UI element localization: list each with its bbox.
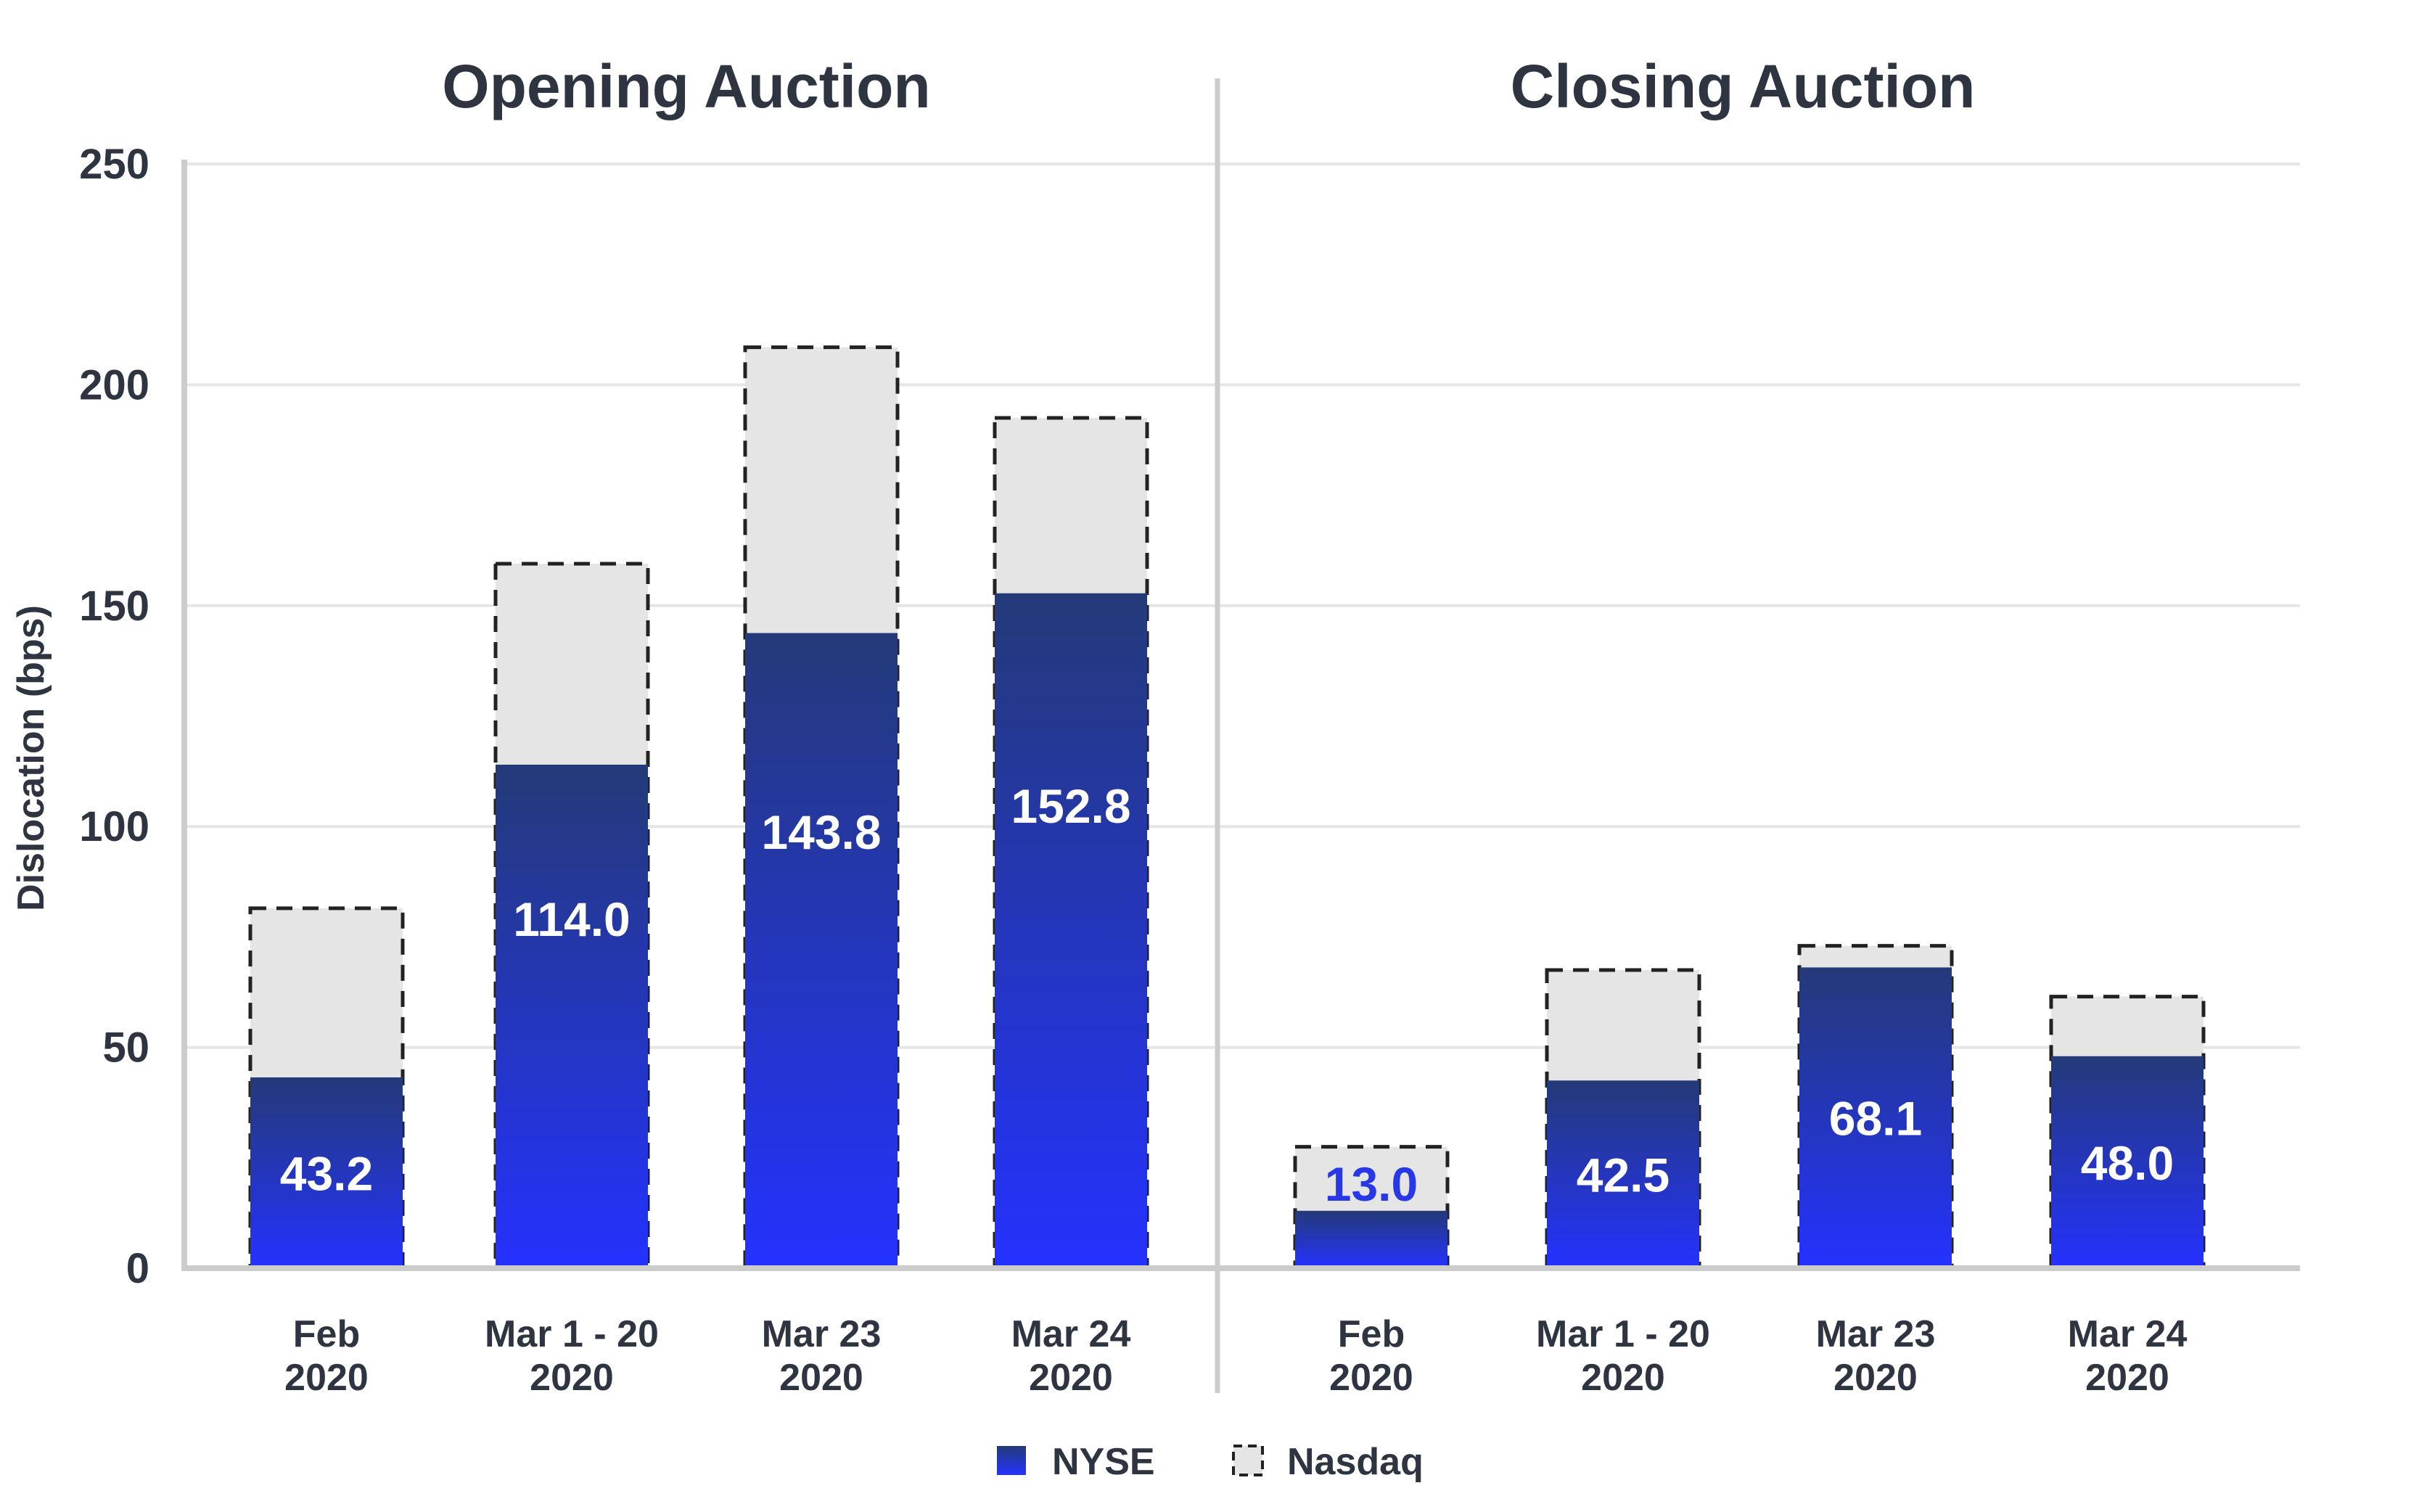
bar-value-label: 68.1	[1829, 1092, 1922, 1146]
panel-title: Closing Auction	[1511, 52, 1976, 120]
bar-nyse	[496, 764, 648, 1268]
x-tick-label: Feb	[293, 1313, 360, 1355]
bar-value-label: 114.0	[513, 892, 631, 946]
x-tick-label: 2020	[1581, 1357, 1665, 1399]
legend-nyse-label: NYSE	[1052, 1441, 1155, 1483]
y-axis-label: Dislocation (bps)	[10, 605, 52, 911]
legend-nasdaq-swatch	[1232, 1445, 1264, 1476]
x-tick-label: Mar 24	[2068, 1313, 2188, 1355]
x-tick-label: Mar 1 - 20	[485, 1313, 659, 1355]
x-tick-label: 2020	[1833, 1357, 1918, 1399]
bar-nyse	[1295, 1210, 1447, 1268]
bar-nyse	[1547, 1080, 1699, 1268]
bar-value-label: 152.8	[1011, 779, 1130, 833]
x-tick-label: 2020	[1329, 1357, 1413, 1399]
x-tick-label: 2020	[530, 1357, 614, 1399]
y-tick-label: 100	[79, 803, 149, 850]
x-tick-label: Mar 24	[1011, 1313, 1131, 1355]
x-tick-label: Feb	[1338, 1313, 1405, 1355]
bar-value-label: 13.0	[1325, 1157, 1418, 1211]
bar-nyse	[2051, 1056, 2204, 1268]
bar-value-label: 48.0	[2081, 1136, 2174, 1190]
x-tick-label: Mar 23	[1816, 1313, 1936, 1355]
bar-value-label: 43.2	[280, 1146, 373, 1200]
x-tick-label: 2020	[2085, 1357, 2169, 1399]
x-tick-label: Mar 1 - 20	[1536, 1313, 1710, 1355]
x-tick-label: 2020	[284, 1357, 369, 1399]
legend-nyse-swatch	[997, 1446, 1026, 1475]
y-tick-label: 0	[126, 1245, 149, 1292]
x-tick-label: 2020	[779, 1357, 863, 1399]
y-tick-label: 150	[79, 583, 149, 630]
bar-nyse	[745, 633, 898, 1268]
panel-title: Opening Auction	[442, 52, 930, 120]
x-tick-label: 2020	[1029, 1357, 1113, 1399]
y-tick-label: 50	[102, 1024, 149, 1072]
bar-value-label: 42.5	[1577, 1149, 1670, 1202]
y-tick-label: 200	[79, 361, 149, 408]
legend-nasdaq-label: Nasdaq	[1287, 1441, 1424, 1483]
bar-value-label: 143.8	[761, 805, 881, 859]
bar-nyse	[250, 1077, 403, 1268]
x-tick-label: Mar 23	[762, 1313, 882, 1355]
bar-nyse	[1799, 967, 1952, 1268]
bar-nyse	[995, 593, 1147, 1268]
y-tick-label: 250	[79, 141, 149, 188]
